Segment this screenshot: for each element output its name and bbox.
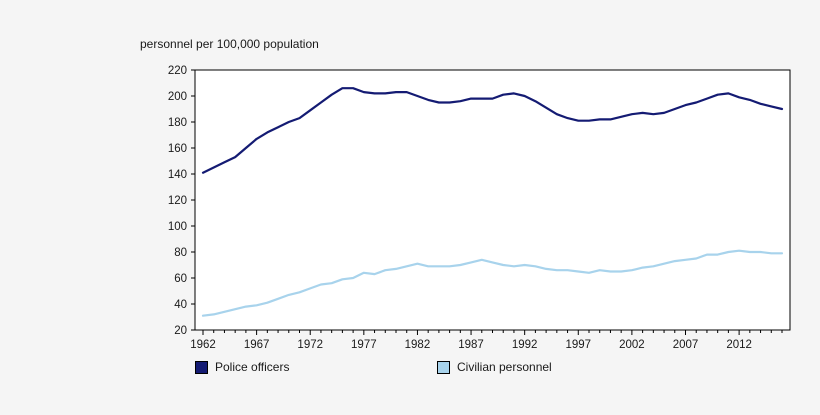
y-tick-label: 180	[168, 117, 187, 129]
y-tick-label: 140	[168, 169, 187, 181]
x-tick-label: 2012	[726, 339, 752, 351]
y-tick-label: 20	[174, 325, 187, 337]
x-tick-label: 2007	[673, 339, 699, 351]
x-tick-label: 1987	[458, 339, 484, 351]
y-tick-label: 40	[174, 299, 187, 311]
chart-title: personnel per 100,000 population	[140, 37, 319, 51]
y-tick-label: 220	[168, 65, 187, 77]
x-tick-label: 1997	[565, 339, 591, 351]
plot-area	[194, 69, 791, 331]
police-officers-line	[201, 87, 784, 174]
legend-item-police-officers: Police officers	[195, 360, 289, 374]
y-tick-label: 160	[168, 143, 187, 155]
x-tick-label: 1972	[297, 339, 323, 351]
y-tick-label: 100	[168, 221, 187, 233]
legend-label-civilian-personnel: Civilian personnel	[457, 360, 552, 374]
x-tick-label: 1982	[405, 339, 431, 351]
y-tick-label: 80	[174, 247, 187, 259]
legend-item-civilian-personnel: Civilian personnel	[437, 360, 552, 374]
police-officers-swatch	[195, 360, 208, 374]
y-tick-label: 60	[174, 273, 187, 285]
x-tick-label: 1977	[351, 339, 377, 351]
x-tick-label: 1962	[190, 339, 216, 351]
x-tick-label: 2002	[619, 339, 645, 351]
civilian-personnel-line	[201, 249, 784, 317]
legend-label-police-officers: Police officers	[215, 360, 290, 374]
personnel-line-chart: 20 40 60 80 100 120 140 160 180 200 220 1962 1967 197…	[168, 65, 791, 351]
y-tick-label: 200	[168, 91, 187, 103]
x-tick-label: 1967	[244, 339, 270, 351]
y-tick-label: 120	[168, 195, 187, 207]
x-tick-label: 1992	[512, 339, 538, 351]
civilian-personnel-swatch	[437, 360, 450, 374]
